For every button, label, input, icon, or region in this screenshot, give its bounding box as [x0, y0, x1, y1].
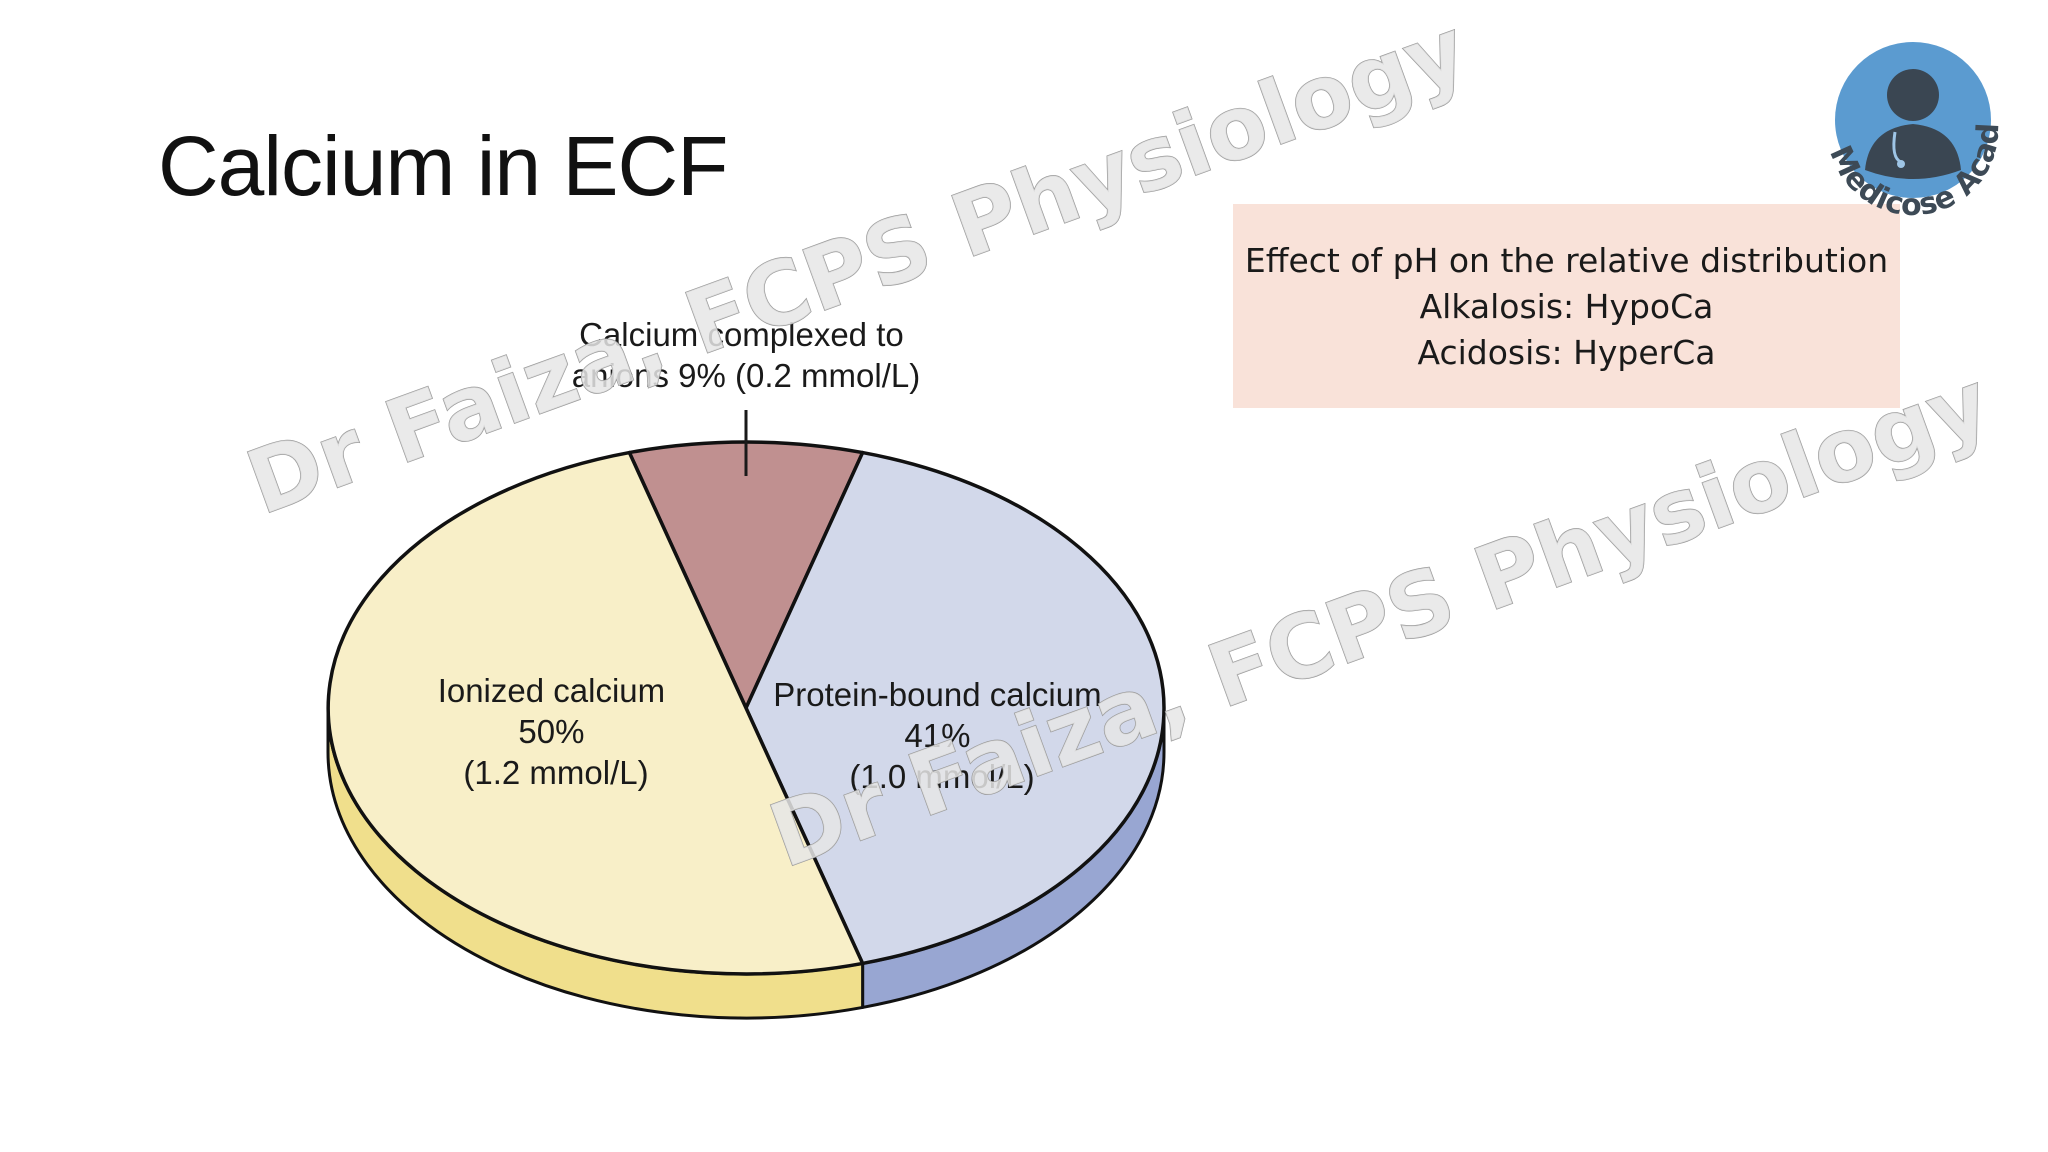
slice-label-protein: Protein-bound calcium 41% (1.0 mmol/L) [773, 676, 1111, 795]
note-line-3: Acidosis: HyperCa [1417, 333, 1716, 372]
slice-label-complexed-line2: anions 9% (0.2 mmol/L) [572, 357, 920, 394]
pie-tops [326, 440, 1166, 976]
slice-label-ionized-line2: 50% [518, 713, 584, 750]
doctor-avatar-icon [1865, 69, 1961, 179]
slice-label-protein-line2: 41% [904, 717, 970, 754]
slice-label-complexed-line1: Calcium complexed to [579, 316, 904, 353]
pie-slice-ionized-calcium [326, 450, 865, 976]
note-line-1: Effect of pH on the relative distributio… [1244, 241, 1889, 280]
pie-slice-protein-bound-calcium [744, 450, 1166, 966]
slice-label-complexed: Calcium complexed to anions 9% (0.2 mmol… [572, 316, 920, 394]
brand-logo: Medicose Academics [1783, 10, 2006, 223]
note-line-2: Alkalosis: HypoCa [1419, 287, 1714, 326]
slice-label-ionized-line3: (1.2 mmol/L) [463, 754, 648, 791]
slice-label-protein-line3: (1.0 mmol/L) [849, 758, 1034, 795]
slide-title: Calcium in ECF [158, 119, 728, 213]
ph-effect-note: Effect of pH on the relative distributio… [1233, 204, 1900, 408]
slice-label-ionized: Ionized calcium 50% (1.2 mmol/L) [438, 672, 675, 791]
slice-label-ionized-line1: Ionized calcium [438, 672, 665, 709]
slice-label-protein-line1: Protein-bound calcium [773, 676, 1101, 713]
